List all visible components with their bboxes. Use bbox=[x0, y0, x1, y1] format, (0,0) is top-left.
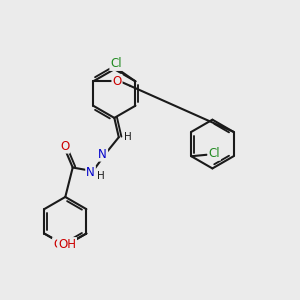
Text: H: H bbox=[124, 132, 132, 142]
Text: O: O bbox=[112, 75, 122, 88]
Text: Cl: Cl bbox=[208, 147, 220, 160]
Text: Cl: Cl bbox=[110, 57, 122, 70]
Text: N: N bbox=[98, 148, 107, 161]
Text: H: H bbox=[98, 172, 105, 182]
Text: OH: OH bbox=[58, 238, 76, 251]
Text: OH: OH bbox=[53, 238, 71, 251]
Text: O: O bbox=[60, 140, 69, 153]
Text: N: N bbox=[86, 166, 95, 179]
